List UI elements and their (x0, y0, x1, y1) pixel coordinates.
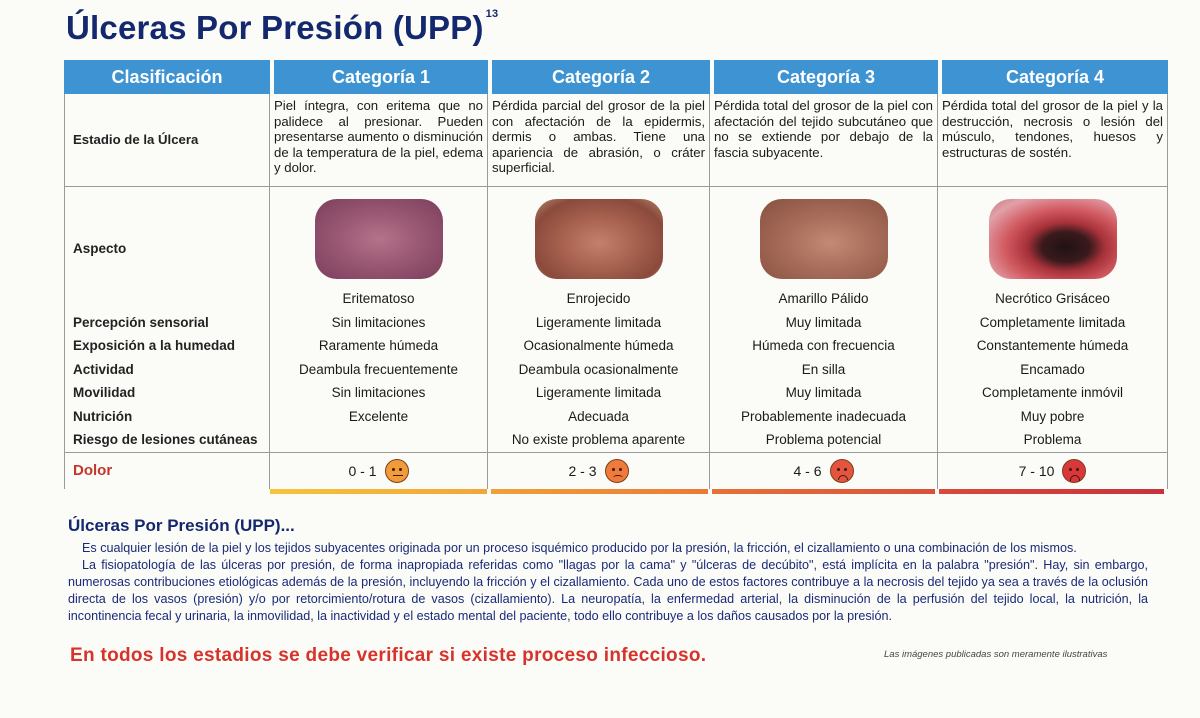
stage-cat2: Pérdida parcial del grosor de la piel co… (488, 94, 710, 186)
stage-cat1: Piel íntegra, con eritema que no palidec… (270, 94, 488, 186)
definition-paragraph: Es cualquier lesión de la piel y los tej… (82, 541, 1077, 555)
pain-cat3: 4 - 6 (710, 453, 938, 489)
header-categoria-1: Categoría 1 (274, 60, 488, 94)
stage-cat4: Pérdida total del grosor de la piel y la… (938, 94, 1168, 186)
table-cell: Encamado (938, 358, 1168, 382)
pain-cat1: 0 - 1 (270, 453, 488, 489)
table-cell: Deambula ocasionalmente (488, 358, 710, 382)
table-cell: Sin limitaciones (270, 381, 488, 405)
pathophysiology-paragraph: La fisiopatología de las úlceras por pre… (68, 558, 1148, 623)
title-footnote-ref: 13 (485, 8, 499, 20)
table-cell: No existe problema aparente (488, 428, 710, 452)
table-row: Riesgo de lesiones cutáneas No existe pr… (64, 428, 1168, 452)
pain-cat4: 7 - 10 (938, 453, 1168, 489)
section-body: Es cualquier lesión de la piel y los tej… (68, 540, 1148, 625)
header-categoria-2: Categoría 2 (492, 60, 710, 94)
row-label: Riesgo de lesiones cutáneas (64, 428, 270, 452)
infection-alert: En todos los estadios se debe verificar … (70, 645, 707, 666)
aspect-cat2: Enrojecido (488, 187, 710, 311)
table-cell: Adecuada (488, 405, 710, 429)
severity-segment-2 (491, 489, 709, 494)
neutral-face-icon (384, 459, 409, 483)
table-cell: Problema potencial (710, 428, 938, 452)
table-cell: Sin limitaciones (270, 311, 488, 335)
severity-gradient-bar (64, 489, 1168, 494)
row-label: Dolor (64, 453, 270, 489)
aspect-cat3: Amarillo Pálido (710, 187, 938, 311)
table-header-row: Clasificación Categoría 1 Categoría 2 Ca… (64, 60, 1168, 94)
stage-cat3: Pérdida total del grosor de la piel con … (710, 94, 938, 186)
table-row: Exposición a la humedad Raramente húmeda… (64, 334, 1168, 358)
table-cell: Ligeramente limitada (488, 311, 710, 335)
row-label: Exposición a la humedad (64, 334, 270, 358)
pain-range: 0 - 1 (348, 463, 377, 479)
severity-segment-4 (939, 489, 1164, 494)
table-cell: Muy limitada (710, 381, 938, 405)
row-label: Movilidad (64, 381, 270, 405)
pain-row: Dolor 0 - 1 2 - 3 4 - 6 7 - 10 (64, 452, 1168, 489)
table-cell: Completamente limitada (938, 311, 1168, 335)
aspect-label: Enrojecido (566, 291, 631, 306)
table-cell: Constantemente húmeda (938, 334, 1168, 358)
ulcer-photo-cat1 (314, 199, 443, 279)
row-label: Actividad (64, 358, 270, 382)
section-title: Úlceras Por Presión (UPP)... (68, 516, 295, 535)
table-row: Percepción sensorial Sin limitaciones Li… (64, 311, 1168, 335)
crying-face-icon (1062, 459, 1087, 483)
table-cell: Ocasionalmente húmeda (488, 334, 710, 358)
aspect-label: Necrótico Grisáceo (995, 291, 1110, 306)
aspect-label: Amarillo Pálido (778, 291, 869, 306)
table-cell (270, 428, 488, 452)
table-cell: Húmeda con frecuencia (710, 334, 938, 358)
row-label: Percepción sensorial (64, 311, 270, 335)
table-cell: Deambula frecuentemente (270, 358, 488, 382)
table-cell: Ligeramente limitada (488, 381, 710, 405)
ulcer-photo-cat2 (534, 199, 663, 279)
image-disclaimer: Las imágenes publicadas son meramente il… (884, 649, 1108, 660)
row-label: Aspecto (64, 187, 270, 311)
pain-range: 4 - 6 (793, 463, 822, 479)
table-cell: Excelente (270, 405, 488, 429)
table-row: Actividad Deambula frecuentemente Deambu… (64, 358, 1168, 382)
page-title: Úlceras Por Presión (UPP) 13 (66, 8, 498, 47)
severity-segment-3 (712, 489, 936, 494)
table-cell: Probablemente inadecuada (710, 405, 938, 429)
aspect-cat1: Eritematoso (270, 187, 488, 311)
table-cell: En silla (710, 358, 938, 382)
table-cell: Problema (938, 428, 1168, 452)
table-row: Movilidad Sin limitaciones Ligeramente l… (64, 381, 1168, 405)
ulcer-photo-cat3 (759, 199, 888, 279)
row-label: Nutrición (64, 405, 270, 429)
table-cell: Completamente inmóvil (938, 381, 1168, 405)
pain-range: 7 - 10 (1018, 463, 1055, 479)
stage-row: Estadio de la Úlcera Piel íntegra, con e… (64, 94, 1168, 187)
page-title-text: Úlceras Por Presión (UPP) (66, 9, 484, 46)
pain-cat2: 2 - 3 (488, 453, 710, 489)
ulcer-photo-cat4 (988, 199, 1117, 279)
severity-segment-1 (270, 489, 488, 494)
table-cell: Raramente húmeda (270, 334, 488, 358)
pain-range: 2 - 3 (568, 463, 597, 479)
aspect-row: Aspecto Eritematoso Enrojecido Amarillo … (64, 187, 1168, 311)
row-label: Estadio de la Úlcera (64, 94, 270, 186)
aspect-cat4: Necrótico Grisáceo (938, 187, 1168, 311)
sad-face-icon (829, 459, 854, 483)
classification-table: Clasificación Categoría 1 Categoría 2 Ca… (64, 60, 1168, 494)
unhappy-face-icon (604, 459, 629, 483)
header-clasificacion: Clasificación (64, 60, 270, 94)
aspect-label: Eritematoso (342, 291, 415, 306)
table-row: Nutrición Excelente Adecuada Probablemen… (64, 405, 1168, 429)
header-categoria-4: Categoría 4 (942, 60, 1168, 94)
header-categoria-3: Categoría 3 (714, 60, 938, 94)
table-cell: Muy pobre (938, 405, 1168, 429)
table-cell: Muy limitada (710, 311, 938, 335)
